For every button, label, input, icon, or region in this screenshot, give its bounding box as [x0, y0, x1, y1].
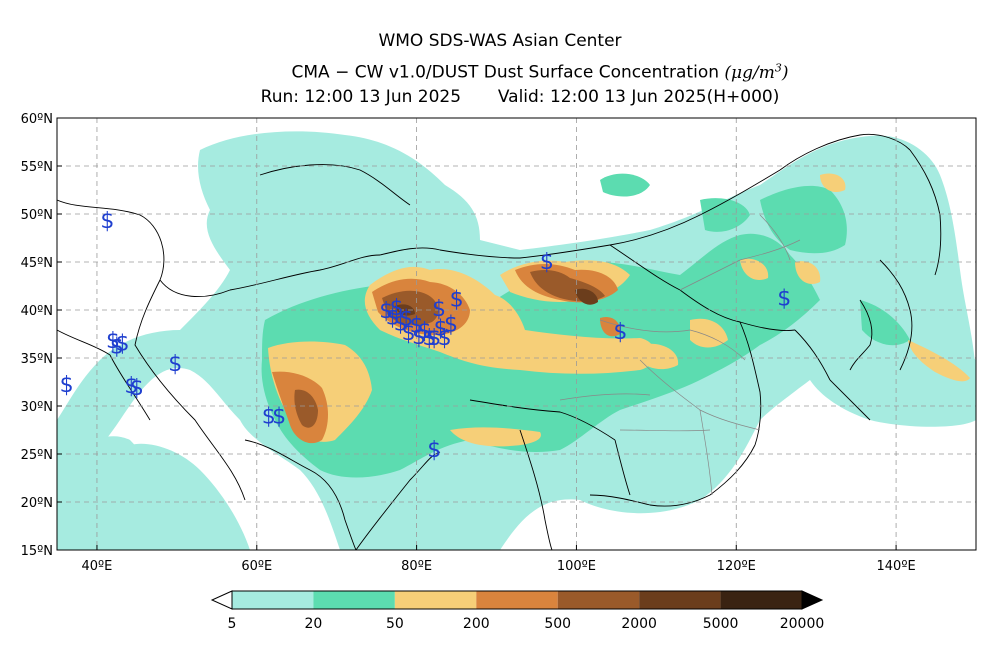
subtitle-unit: (μg/m3)	[724, 61, 789, 83]
dust-storm-symbol: $	[444, 312, 458, 337]
lon-tick-label: 100ºE	[557, 559, 596, 574]
subtitle-dash: −	[335, 62, 350, 83]
dust-storm-symbol: $	[110, 335, 124, 360]
lat-tick-label: 40ºN	[21, 304, 53, 319]
lat-tick-label: 45ºN	[21, 256, 53, 271]
dust-storm-symbol: $	[438, 326, 452, 351]
map-title: WMO SDS-WAS Asian Center	[378, 31, 622, 51]
dust-storm-symbol: $	[427, 438, 441, 463]
lon-tick-label: 40ºE	[82, 559, 113, 574]
dust-storm-symbol: $	[124, 374, 138, 399]
dust-storm-symbol: $	[427, 326, 441, 351]
lat-tick-label: 20ºN	[21, 496, 53, 511]
dust-storm-symbol: $	[450, 287, 464, 312]
dust-storm-symbol: $	[100, 209, 114, 234]
dust-storm-symbol: $	[540, 250, 554, 275]
dust-storm-symbols: $$$$$ $$$$$$$$$$$$$$$$$$ $$$$$$$	[60, 209, 792, 463]
dust-storm-symbol: $	[379, 299, 393, 324]
dust-storm-symbol: $	[106, 329, 120, 354]
lat-tick-label: 50ºN	[21, 208, 53, 223]
subtitle-model: CW v1.0/DUST Dust Surface Concentration	[354, 62, 719, 83]
lat-tick-label: 60ºN	[21, 112, 53, 127]
lon-tick-label: 80ºE	[401, 559, 432, 574]
map-content: $$$$$ $$$$$$$$$$$$$$$$$$ $$$$$$$	[57, 118, 976, 550]
dust-storm-symbol: $	[390, 296, 404, 321]
lat-tick-label: 15ºN	[21, 544, 53, 559]
lat-tick-label: 35ºN	[21, 352, 53, 367]
dust-storm-symbol: $	[262, 405, 276, 430]
lat-tick-label: 25ºN	[21, 448, 53, 463]
dust-storm-symbol: $	[410, 313, 424, 338]
map-subtitle: CMA − CW v1.0/DUST Dust Surface Concentr…	[40, 57, 1000, 84]
dust-storm-symbol: $	[168, 352, 182, 377]
dust-storm-symbol: $	[432, 297, 446, 322]
dust-storm-symbol: $	[130, 376, 144, 401]
run-time: Run: 12:00 13 Jun 2025	[260, 87, 462, 107]
lat-tick-label: 55ºN	[21, 160, 53, 175]
axis-labels: 15ºN 20ºN 25ºN 30ºN 35ºN 40ºN 45ºN 50ºN 55ºN 60ºN…	[21, 112, 916, 574]
dust-storm-symbol: $	[434, 316, 448, 341]
dust-storm-symbol: $	[386, 306, 400, 331]
dust-storm-symbol: $	[777, 287, 791, 312]
country-borders	[57, 133, 942, 550]
dust-storm-symbol: $	[399, 307, 413, 332]
lat-tick-label: 30ºN	[21, 400, 53, 415]
valid-time: Valid: 12:00 13 Jun 2025(H+000)	[497, 87, 780, 107]
gridlines	[57, 118, 976, 550]
dust-storm-symbol: $	[412, 325, 426, 350]
dust-storm-symbol: $	[394, 311, 408, 336]
dust-storm-symbol: $	[418, 319, 432, 344]
run-valid-line: Run: 12:00 13 Jun 2025 Valid: 12:00 13 J…	[20, 86, 1000, 108]
lon-tick-label: 140ºE	[877, 559, 916, 574]
subtitle-prefix: CMA	[291, 62, 330, 83]
lon-tick-label: 60ºE	[241, 559, 272, 574]
dust-storm-symbol: $	[60, 373, 74, 398]
dust-storm-symbol: $	[116, 332, 130, 357]
dust-storm-symbol: $	[422, 326, 436, 351]
map-frame	[56, 117, 977, 551]
dust-level-6-region	[395, 288, 598, 316]
lon-tick-label: 120ºE	[717, 559, 756, 574]
dust-storm-symbol: $	[613, 320, 627, 345]
dust-storm-symbol: $	[272, 405, 286, 430]
dust-storm-symbol: $	[402, 321, 416, 346]
